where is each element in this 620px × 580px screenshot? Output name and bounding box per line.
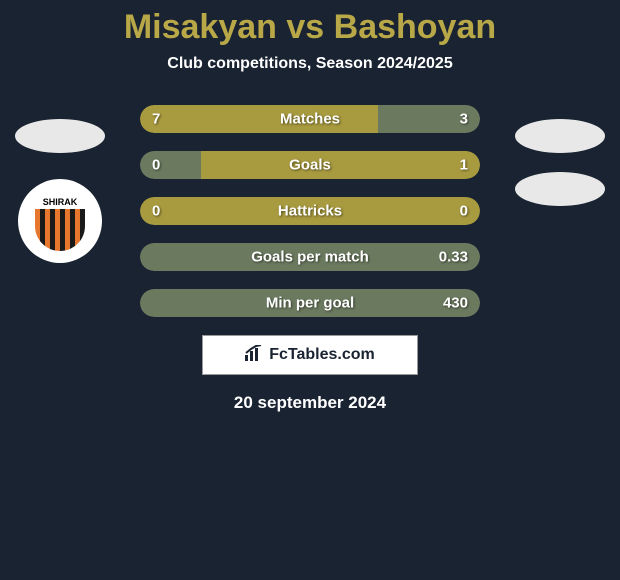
stat-row: 0.33 Goals per match [0,243,620,271]
stat-label: Hattricks [278,203,342,220]
stat-value-right: 430 [443,295,468,312]
stat-value-right: 0.33 [439,249,468,266]
stat-bar: 0 0 Hattricks [140,197,480,225]
stat-value-right: 1 [460,157,468,174]
chart-icon [245,345,265,366]
stat-value-left: 0 [152,157,160,174]
stat-row: 430 Min per goal [0,289,620,317]
stat-bar: 0.33 Goals per match [140,243,480,271]
stat-value-left: 0 [152,203,160,220]
date-label: 20 september 2024 [0,393,620,413]
stat-bar: 430 Min per goal [140,289,480,317]
player-right-avatar-2 [515,172,605,206]
page-title: Misakyan vs Bashoyan [0,8,620,47]
stat-value-right: 0 [460,203,468,220]
bar-segment-left [140,151,201,179]
stat-value-right: 3 [460,111,468,128]
stat-row: 0 1 Goals [0,151,620,179]
watermark-badge: FcTables.com [202,335,418,375]
stat-label: Min per goal [266,295,354,312]
stat-label: Matches [280,111,340,128]
player-left-avatar [15,119,105,153]
club-stripes-icon [35,209,85,251]
player-right-avatar-1 [515,119,605,153]
stat-value-left: 7 [152,111,160,128]
stat-bar: 0 1 Goals [140,151,480,179]
stat-bar: 7 3 Matches [140,105,480,133]
stat-label: Goals [289,157,331,174]
subtitle: Club competitions, Season 2024/2025 [0,55,620,73]
watermark-text: FcTables.com [269,346,375,364]
bar-segment-right [201,151,480,179]
club-badge-left: SHIRAK [18,179,102,263]
club-name: SHIRAK [43,197,78,207]
stat-label: Goals per match [251,249,369,266]
bar-segment-left [140,105,378,133]
